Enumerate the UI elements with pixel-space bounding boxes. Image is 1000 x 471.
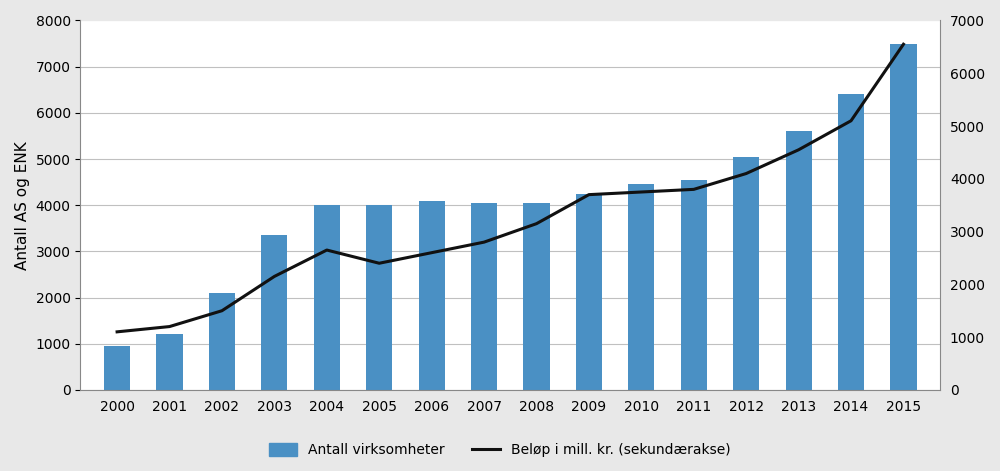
Bar	[786, 131, 812, 390]
Bar	[104, 346, 130, 390]
Y-axis label: Antall AS og ENK: Antall AS og ENK	[15, 141, 30, 269]
Bar	[628, 185, 654, 390]
Bar	[261, 235, 287, 390]
Bar	[366, 205, 392, 390]
Bar	[471, 203, 497, 390]
Bar	[681, 180, 707, 390]
Legend: Antall virksomheter, Beløp i mill. kr. (sekundærakse): Antall virksomheter, Beløp i mill. kr. (…	[262, 436, 738, 464]
Bar	[209, 293, 235, 390]
Bar	[838, 94, 864, 390]
Bar	[156, 334, 183, 390]
Bar	[523, 203, 550, 390]
Bar	[419, 201, 445, 390]
Bar	[890, 44, 917, 390]
Bar	[733, 157, 759, 390]
Bar	[576, 194, 602, 390]
Bar	[314, 205, 340, 390]
